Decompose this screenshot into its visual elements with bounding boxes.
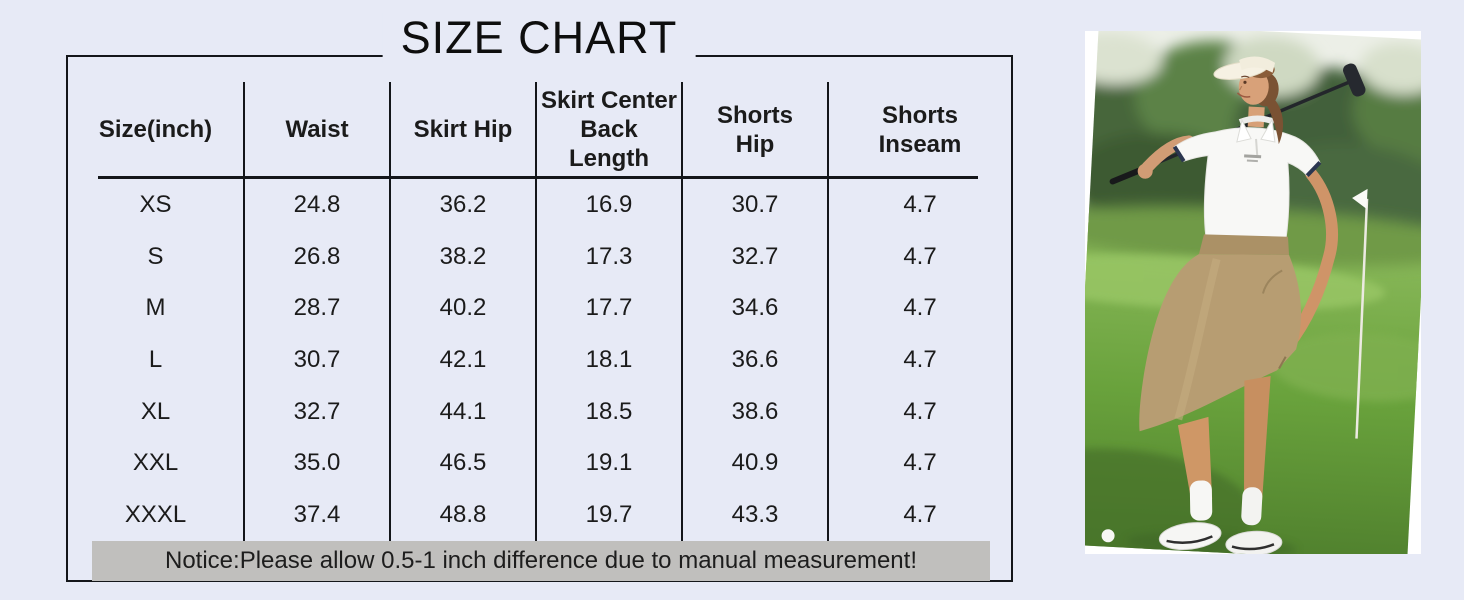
value-cell: 28.7 [245, 282, 391, 335]
size-label-cell: L [68, 334, 245, 386]
header-divider [98, 176, 978, 179]
hem-slit [1278, 356, 1287, 369]
skirt-waistband [1198, 234, 1290, 255]
polo-shirt [1173, 126, 1321, 242]
value-cell: 32.7 [683, 230, 829, 283]
value-cell: 24.8 [245, 179, 391, 231]
table-body: XS 24.8 36.2 16.9 30.7 4.7 S 26.8 38.2 17.3 32.7 4.… [68, 179, 1011, 541]
value-cell: 38.2 [391, 230, 537, 283]
value-cell: 37.4 [245, 489, 391, 541]
shoe-left [1158, 522, 1222, 550]
size-label-cell: M [68, 282, 245, 335]
value-cell: 4.7 [903, 294, 937, 322]
notice-text: Notice:Please allow 0.5-1 inch differenc… [165, 547, 917, 574]
column-header: Size(inch) [68, 82, 245, 177]
value-cell: 44.1 [391, 385, 537, 438]
value-cell: 4.7 [903, 397, 937, 425]
column-header: Shorts Inseam [878, 101, 962, 158]
sleeve-trim-right [1305, 160, 1322, 178]
right-leg [1243, 376, 1271, 503]
value-cell: 35.0 [245, 437, 391, 490]
value-cell: 4.7 [903, 242, 937, 270]
sock-right [1241, 487, 1263, 526]
value-cell: 30.7 [245, 334, 391, 386]
value-cell: 4.7 [903, 345, 937, 373]
value-cell: 32.7 [245, 385, 391, 438]
golf-flag [1352, 188, 1369, 439]
left-arm [1282, 167, 1338, 351]
size-label-cell: XXL [68, 437, 245, 490]
shoe-right [1225, 530, 1283, 554]
page-title: SIZE CHART [382, 13, 696, 63]
value-cell: 19.7 [537, 489, 683, 541]
value-cell: 40.9 [683, 437, 829, 490]
ponytail [1266, 97, 1284, 145]
size-label-cell: XL [68, 385, 245, 438]
column-header: Skirt Hip [391, 82, 537, 177]
column-header: Skirt Center Back Length [537, 82, 683, 177]
value-cell: 48.8 [391, 489, 537, 541]
notice-bar: Notice:Please allow 0.5-1 inch differenc… [92, 541, 990, 581]
value-cell: 36.2 [391, 179, 537, 231]
value-cell: 40.2 [391, 282, 537, 335]
value-cell: 18.1 [537, 334, 683, 386]
golf-ball [1101, 529, 1115, 543]
value-cell: 4.7 [903, 449, 937, 477]
value-cell: 46.5 [391, 437, 537, 490]
value-cell: 26.8 [245, 230, 391, 283]
value-cell: 34.6 [683, 282, 829, 335]
value-cell: 4.7 [903, 190, 937, 218]
value-cell: 38.6 [683, 385, 829, 438]
value-cell: 16.9 [537, 179, 683, 231]
value-cell: 30.7 [683, 179, 829, 231]
value-cell: 18.5 [537, 385, 683, 438]
product-photo-card [1085, 31, 1421, 554]
size-label-cell: S [68, 230, 245, 283]
column-header: Shorts Hip [683, 82, 829, 177]
value-cell: 19.1 [537, 437, 683, 490]
sock-left [1189, 480, 1213, 521]
product-photo [1085, 31, 1421, 554]
value-cell: 42.1 [391, 334, 537, 386]
value-cell: 17.7 [537, 282, 683, 335]
visor [1213, 56, 1276, 80]
golfer-figure [1101, 56, 1338, 554]
table-header-row: Size(inch) Waist Skirt Hip Skirt Center Bac… [68, 82, 1011, 177]
size-label-cell: XXXL [68, 489, 245, 541]
skirt [1139, 254, 1301, 432]
column-header: Waist [245, 82, 391, 177]
value-cell: 43.3 [683, 489, 829, 541]
sleeve-trim-left [1172, 145, 1186, 163]
size-label-cell: XS [68, 179, 245, 231]
value-cell: 36.6 [683, 334, 829, 386]
value-cell: 17.3 [537, 230, 683, 283]
pocket-seam [1261, 269, 1283, 294]
right-hand [1137, 163, 1153, 179]
value-cell: 4.7 [903, 500, 937, 528]
brand-logo [1244, 154, 1262, 163]
